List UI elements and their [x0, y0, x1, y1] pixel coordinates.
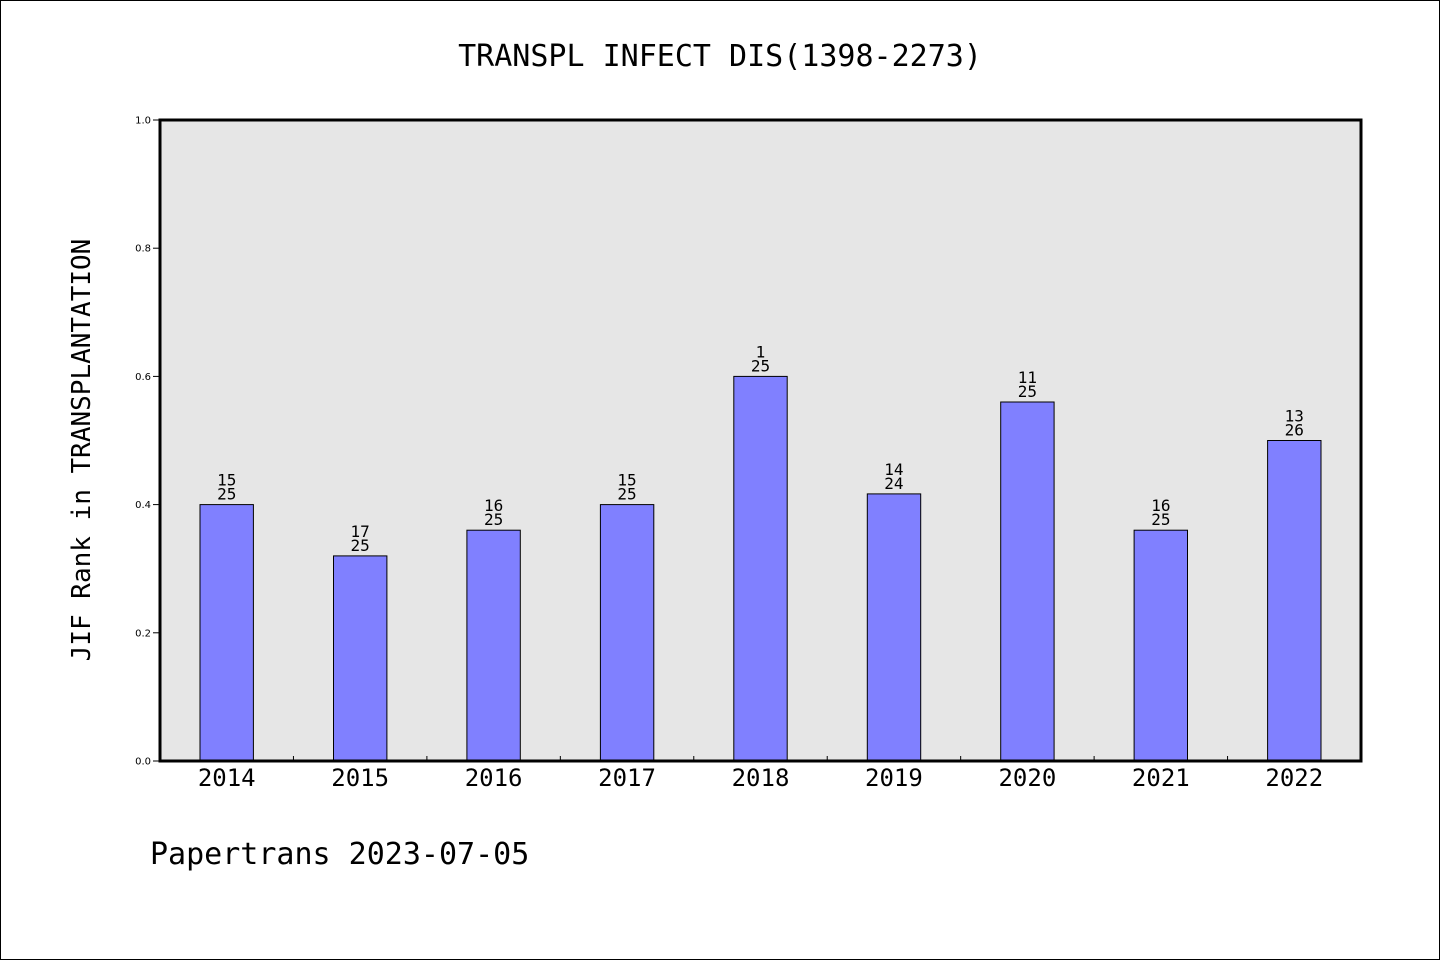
x-tick-label-2017: 2017 [598, 764, 656, 792]
bar-label-rank-2015: 17 [351, 522, 370, 541]
bar-2016 [466, 529, 521, 762]
bar-label-rank-2016: 16 [484, 496, 503, 515]
y-tick-label: 0.4 [135, 500, 151, 511]
bar-label-total-2018: 25 [751, 356, 770, 375]
plot-border [158, 118, 1363, 763]
bar-label-rank-2017: 15 [617, 471, 636, 490]
x-tick-label-2019: 2019 [865, 764, 923, 792]
bar-label-rank-2021: 16 [1151, 496, 1170, 515]
bar-label-total-2021: 25 [1151, 510, 1170, 529]
bar-2018 [733, 375, 788, 762]
bar-label-total-2019: 24 [884, 474, 903, 493]
bar-2022 [1267, 440, 1322, 762]
bar-label-total-2017: 25 [617, 485, 636, 504]
x-tick-label-2022: 2022 [1265, 764, 1323, 792]
bar-2014 [199, 504, 254, 762]
bar-2017 [599, 504, 655, 762]
y-tick-label: 0.0 [135, 757, 151, 768]
x-tick-label-2018: 2018 [732, 764, 790, 792]
footer-stamp: Papertrans 2023-07-05 [150, 837, 529, 872]
y-tick-label: 0.8 [135, 244, 151, 255]
y-axis-label: JIF Rank in TRANSPLANTATION [67, 239, 97, 662]
chart-title: TRANSPL INFECT DIS(1398-2273) [458, 39, 982, 74]
x-tick-label-2021: 2021 [1132, 764, 1190, 792]
bar-label-rank-2020: 11 [1018, 368, 1037, 387]
bar-label-total-2022: 26 [1285, 421, 1304, 440]
bar-2019 [866, 493, 922, 762]
y-tick-label: 0.6 [135, 372, 151, 383]
axes-layer: 2014 2015 2016 2017 2018 2019 2020 2021 2022 0.0 0… [135, 116, 1363, 792]
bar-2015 [333, 555, 388, 762]
bar-2021 [1133, 529, 1188, 762]
x-tick-label-2020: 2020 [998, 764, 1056, 792]
bar-2020 [1000, 401, 1055, 762]
y-tick-label: 1.0 [135, 116, 151, 127]
bar-label-total-2014: 25 [217, 485, 236, 504]
bar-label-rank-2022: 13 [1285, 407, 1304, 426]
bar-label-rank-2018: 1 [756, 342, 766, 361]
x-tick-label-2016: 2016 [465, 764, 523, 792]
bar-label-total-2016: 25 [484, 510, 503, 529]
bar-label-rank-2019: 14 [884, 460, 903, 479]
y-tick-label: 0.2 [135, 628, 151, 639]
x-tick-label-2014: 2014 [198, 764, 256, 792]
x-tick-label-2015: 2015 [331, 764, 389, 792]
bar-label-rank-2014: 15 [217, 471, 236, 490]
bar-label-total-2015: 25 [351, 536, 370, 555]
bar-label-total-2020: 25 [1018, 382, 1037, 401]
